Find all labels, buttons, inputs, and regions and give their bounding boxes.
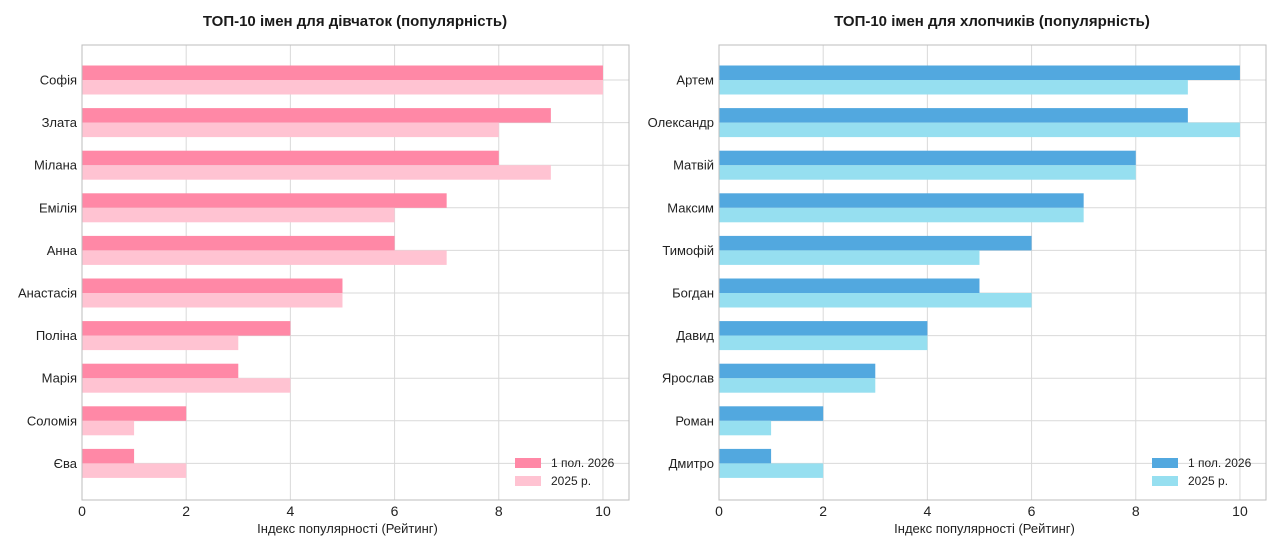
legend-swatch — [515, 458, 541, 468]
y-tick-label: Богдан — [672, 286, 714, 301]
bar — [82, 150, 499, 166]
x-tick-label: 10 — [595, 503, 611, 519]
bar — [82, 406, 187, 421]
x-axis-label: Індекс популярності (Рейтинг) — [257, 521, 438, 536]
bar — [82, 363, 239, 379]
bar — [719, 293, 1032, 308]
x-tick-label: 4 — [286, 503, 294, 519]
x-tick-label: 0 — [78, 503, 86, 519]
legend-label: 1 пол. 2026 — [551, 456, 615, 470]
bar — [82, 463, 187, 478]
bar — [719, 278, 980, 293]
bar — [719, 235, 1032, 251]
y-tick-label: Єва — [54, 456, 78, 471]
bar — [719, 65, 1240, 80]
y-tick-label: Софія — [40, 73, 77, 88]
bar — [82, 108, 551, 123]
bar — [719, 363, 876, 379]
x-tick-label: 4 — [923, 503, 931, 519]
x-tick-label: 0 — [715, 503, 723, 519]
bar — [719, 108, 1188, 123]
x-tick-label: 2 — [819, 503, 827, 519]
bar — [82, 250, 447, 265]
y-tick-label: Ярослав — [662, 371, 714, 386]
plot-frame — [81, 44, 630, 501]
legend-swatch — [515, 476, 541, 486]
bar — [82, 321, 291, 336]
bar — [82, 335, 239, 351]
legend-label: 1 пол. 2026 — [1188, 456, 1252, 470]
bar — [82, 235, 395, 251]
y-tick-label: Марія — [42, 371, 77, 386]
bar — [82, 65, 603, 80]
legend-swatch — [1152, 458, 1178, 468]
bar — [719, 321, 928, 336]
chart-panel-2: ТОП-10 імен для хлопчиків (популярність)… — [648, 13, 1267, 536]
bar — [82, 207, 395, 223]
legend-swatch — [1152, 476, 1178, 486]
y-tick-label: Тимофій — [662, 243, 714, 258]
legend: 1 пол. 2026 2025 р. — [515, 456, 615, 488]
chart-title: ТОП-10 імен для дівчаток (популярність) — [203, 13, 507, 30]
y-tick-label: Анна — [47, 243, 78, 258]
bar — [719, 420, 772, 436]
bar — [719, 80, 1188, 95]
bar — [82, 165, 551, 180]
bar — [719, 378, 876, 393]
x-tick-label: 8 — [1132, 503, 1140, 519]
bar — [719, 193, 1084, 208]
y-tick-label: Анастасія — [18, 286, 77, 301]
x-tick-label: 10 — [1232, 503, 1248, 519]
bar — [82, 378, 291, 393]
y-tick-label: Соломія — [27, 413, 77, 428]
legend: 1 пол. 2026 2025 р. — [1152, 456, 1252, 488]
bar — [719, 165, 1136, 180]
legend-label: 2025 р. — [551, 474, 591, 488]
y-tick-label: Артем — [676, 73, 714, 88]
bar — [82, 448, 135, 464]
bar — [719, 207, 1084, 223]
bar — [719, 463, 824, 478]
y-tick-label: Олександр — [648, 115, 714, 130]
bar — [82, 193, 447, 208]
bar — [82, 80, 603, 95]
x-tick-label: 6 — [391, 503, 399, 519]
x-axis-label: Індекс популярності (Рейтинг) — [894, 521, 1075, 536]
y-tick-label: Давид — [676, 328, 714, 343]
legend-label: 2025 р. — [1188, 474, 1228, 488]
plot-frame — [718, 44, 1267, 501]
chart-title: ТОП-10 імен для хлопчиків (популярність) — [834, 13, 1150, 30]
bar — [719, 122, 1240, 138]
bar — [719, 250, 980, 265]
bar — [719, 448, 772, 464]
y-tick-label: Максим — [667, 200, 714, 215]
y-tick-label: Дмитро — [669, 456, 714, 471]
x-tick-label: 2 — [182, 503, 190, 519]
bar — [719, 150, 1136, 166]
y-tick-label: Роман — [675, 413, 714, 428]
bar — [719, 406, 824, 421]
x-tick-label: 6 — [1028, 503, 1036, 519]
bar — [82, 122, 499, 138]
y-tick-label: Мілана — [34, 158, 78, 173]
y-tick-label: Матвій — [673, 158, 714, 173]
y-tick-label: Поліна — [36, 328, 78, 343]
bar — [82, 420, 135, 436]
bar — [82, 278, 343, 293]
x-tick-label: 8 — [495, 503, 503, 519]
bar — [719, 335, 928, 351]
bar — [82, 293, 343, 308]
y-tick-label: Злата — [42, 115, 78, 130]
chart-panel-1: ТОП-10 імен для дівчаток (популярність) С… — [18, 13, 630, 536]
y-tick-label: Емілія — [39, 200, 77, 215]
